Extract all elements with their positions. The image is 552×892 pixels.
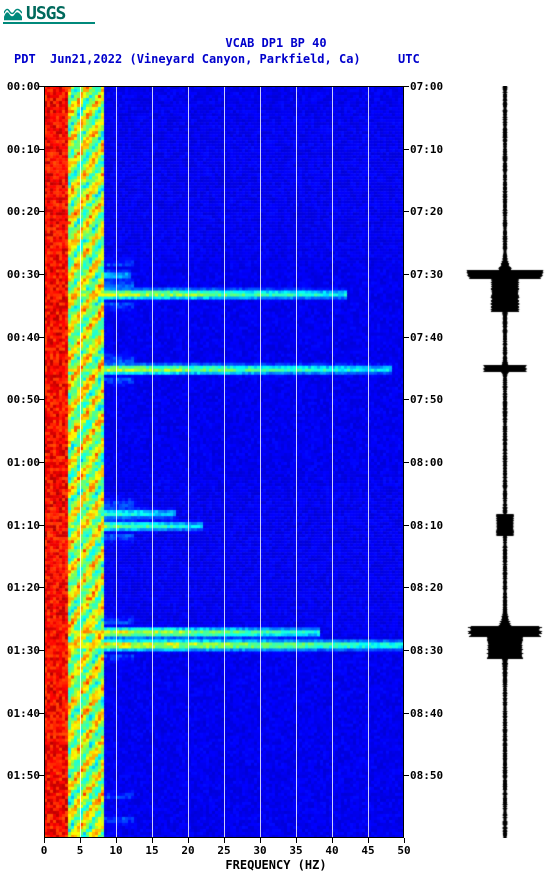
xtick: 50	[397, 844, 410, 857]
logo-text: USGS	[26, 3, 65, 24]
spectrogram-plot: 00:0007:0000:1007:1000:2007:2000:3007:30…	[44, 86, 404, 838]
ytick-right: 08:30	[410, 644, 443, 657]
xtick: 5	[77, 844, 84, 857]
ytick-left: 00:40	[0, 331, 40, 344]
xtick: 40	[325, 844, 338, 857]
ytick-right: 08:20	[410, 581, 443, 594]
xtick: 25	[217, 844, 230, 857]
ytick-right: 07:40	[410, 331, 443, 344]
xtick: 0	[41, 844, 48, 857]
ytick-left: 01:50	[0, 769, 40, 782]
xtick: 45	[361, 844, 374, 857]
tz-left-label: PDT	[14, 52, 36, 66]
ytick-left: 01:20	[0, 581, 40, 594]
ytick-right: 08:50	[410, 769, 443, 782]
ytick-right: 07:20	[410, 205, 443, 218]
ytick-left: 00:10	[0, 143, 40, 156]
date-label: Jun21,2022 (Vineyard Canyon, Parkfield, …	[50, 52, 361, 66]
ytick-right: 07:10	[410, 143, 443, 156]
xtick: 10	[109, 844, 122, 857]
ytick-left: 01:00	[0, 456, 40, 469]
ytick-left: 01:10	[0, 519, 40, 532]
ytick-right: 07:00	[410, 80, 443, 93]
ytick-right: 08:00	[410, 456, 443, 469]
ytick-left: 00:30	[0, 268, 40, 281]
xtick: 15	[145, 844, 158, 857]
xtick: 20	[181, 844, 194, 857]
ytick-right: 07:50	[410, 393, 443, 406]
ytick-left: 01:30	[0, 644, 40, 657]
xtick: 30	[253, 844, 266, 857]
ytick-right: 07:30	[410, 268, 443, 281]
ytick-right: 08:10	[410, 519, 443, 532]
chart-title: VCAB DP1 BP 40	[0, 36, 552, 50]
seismogram-plot	[464, 86, 546, 838]
ytick-right: 08:40	[410, 707, 443, 720]
ytick-left: 00:50	[0, 393, 40, 406]
ytick-left: 01:40	[0, 707, 40, 720]
xtick: 35	[289, 844, 302, 857]
tz-right-label: UTC	[398, 52, 420, 66]
wave-icon	[4, 7, 22, 21]
seismogram-canvas	[464, 86, 546, 838]
usgs-logo: USGS	[4, 3, 65, 24]
ytick-left: 00:00	[0, 80, 40, 93]
ytick-left: 00:20	[0, 205, 40, 218]
logo-underline	[3, 22, 95, 24]
x-axis-label: FREQUENCY (HZ)	[0, 858, 552, 872]
